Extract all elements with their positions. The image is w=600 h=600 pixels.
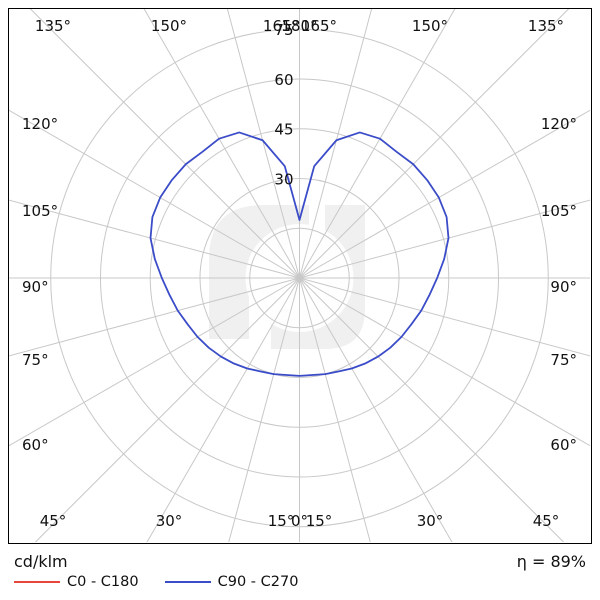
svg-text:30: 30 [274,170,293,188]
polar-plot-frame: 30 45 60 75 135° 150° 165° 180° 165° 150° 135° 45°… [8,8,592,544]
svg-text:30°: 30° [156,512,183,530]
svg-text:60: 60 [274,71,293,89]
svg-text:150°: 150° [412,17,448,35]
unit-label: cd/klm [14,552,68,571]
svg-text:90°: 90° [22,278,49,296]
svg-text:45°: 45° [533,512,560,530]
svg-text:120°: 120° [541,115,577,133]
svg-text:15°: 15° [268,512,295,530]
svg-text:75°: 75° [22,351,49,369]
svg-text:135°: 135° [35,17,71,35]
svg-text:60°: 60° [22,436,49,454]
svg-text:0°: 0° [291,512,308,530]
polar-plot-canvas: 30 45 60 75 135° 150° 165°180°165° 150° 135° 45°… [9,9,590,542]
svg-text:30°: 30° [417,512,444,530]
legend-label-c90-c270: C90 - C270 [217,574,299,590]
svg-text:45: 45 [274,121,293,139]
svg-text:135°: 135° [528,17,564,35]
svg-text:180°: 180° [281,17,317,35]
legend-swatch-c0-c180 [14,581,60,583]
legend: cd/klm η = 89% C0 - C180 C90 - C270 [0,548,600,600]
svg-text:105°: 105° [22,202,58,220]
angular-tick-labels: 135° 150° 165°180°165° 150° 135°45° 30° 15°0°1… [22,17,577,530]
svg-text:90°: 90° [550,278,577,296]
grid-radial-lines [9,9,590,542]
svg-text:165°: 165° [263,17,299,35]
svg-text:75°: 75° [550,351,577,369]
legend-entries: C0 - C180 C90 - C270 [14,574,324,590]
radial-tick-labels: 30 45 60 75 [274,21,293,188]
svg-text:105°: 105° [541,202,577,220]
svg-text:150°: 150° [151,17,187,35]
svg-text:75: 75 [274,21,293,39]
legend-swatch-c90-c270 [164,581,211,583]
watermark [209,205,365,349]
svg-text:120°: 120° [22,115,58,133]
legend-label-c0-c180: C0 - C180 [67,574,139,590]
svg-text:60°: 60° [550,436,577,454]
efficiency-label: η = 89% [516,552,586,571]
svg-text:165°: 165° [301,17,337,35]
grid-arc-circles [50,28,549,528]
svg-text:15°: 15° [306,512,333,530]
svg-text:45°: 45° [40,512,67,530]
series-curves [149,131,450,377]
